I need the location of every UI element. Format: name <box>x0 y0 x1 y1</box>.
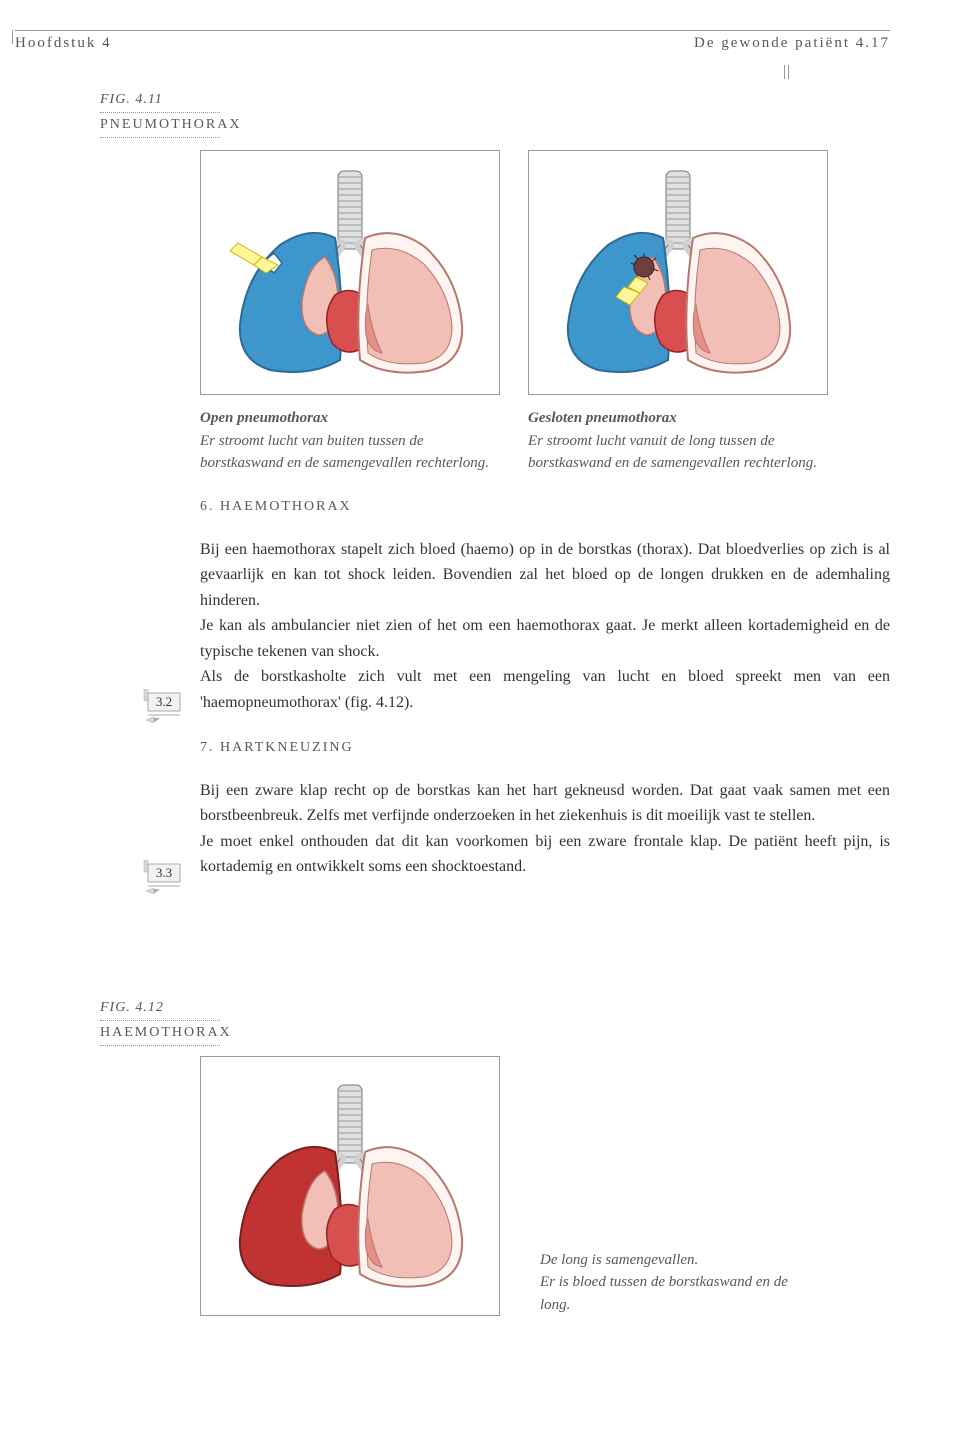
section-6-heading: 6. HAEMOTHORAX <box>200 499 890 515</box>
figure-label: FIG. 4.11 <box>100 92 890 108</box>
figure-title: HAEMOTHORAX <box>100 1025 890 1041</box>
figure-caption-open: Open pneumothorax Er stroomt lucht van b… <box>200 407 500 475</box>
figure-4-12: FIG. 4.12 HAEMOTHORAX <box>100 1000 890 1316</box>
figure-caption-haemo: De long is samengevallen.Er is bloed tus… <box>540 1249 800 1317</box>
figure-caption-closed: Gesloten pneumothorax Er stroomt lucht v… <box>528 407 828 475</box>
section-6-body: 3.2 Bij een haemothorax stapelt zich blo… <box>200 537 890 716</box>
lung-diagram-open <box>200 150 500 395</box>
page-header: Hoofdstuk 4 De gewonde patiënt 4.17 <box>0 35 890 52</box>
svg-text:3.3: 3.3 <box>156 865 172 880</box>
caption-bold: Open pneumothorax <box>200 410 328 426</box>
figure-title: PNEUMOTHORAX <box>100 117 890 133</box>
chapter-label: Hoofdstuk 4 <box>15 35 112 52</box>
body-paragraph: Bij een zware klap recht op de borstkas … <box>200 782 890 876</box>
figure-label: FIG. 4.12 <box>100 1000 890 1016</box>
caption-bold: Gesloten pneumothorax <box>528 410 677 426</box>
section-7-heading: 7. HARTKNEUZING <box>200 740 890 756</box>
section-7-body: 3.3 Bij een zware klap recht op de borst… <box>200 778 890 880</box>
margin-reference-3-3: 3.3 <box>140 860 186 894</box>
page-number: 4.17 <box>856 35 890 51</box>
body-paragraph: Bij een haemothorax stapelt zich bloed (… <box>200 541 890 712</box>
figure-panel-open: Open pneumothorax Er stroomt lucht van b… <box>200 150 500 475</box>
caption-text: Er stroomt lucht vanuit de long tussen d… <box>528 433 817 472</box>
figure-4-11: FIG. 4.11 PNEUMOTHORAX <box>100 92 890 475</box>
page-title: De gewonde patiënt <box>694 35 850 51</box>
lung-diagram-closed <box>528 150 828 395</box>
caption-text: Er stroomt lucht van buiten tussen de bo… <box>200 433 489 472</box>
margin-reference-3-2: 3.2 <box>140 689 186 723</box>
figure-panel-closed: Gesloten pneumothorax Er stroomt lucht v… <box>528 150 828 475</box>
svg-text:3.2: 3.2 <box>156 694 172 709</box>
lung-diagram-haemo <box>200 1056 500 1316</box>
